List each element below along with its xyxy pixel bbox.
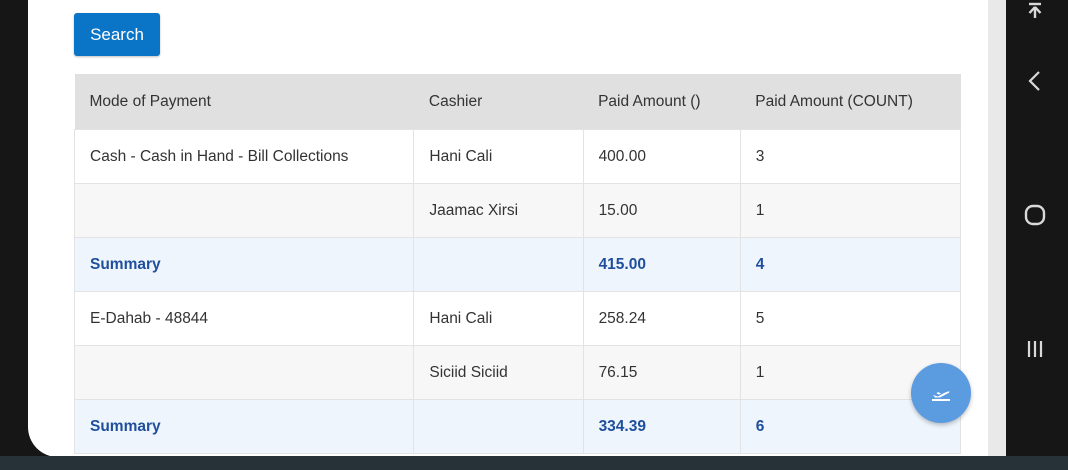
header-mode-of-payment[interactable]: Mode of Payment — [74, 74, 414, 130]
cell-cashier — [413, 237, 584, 292]
cell-amount: 400.00 — [582, 129, 741, 184]
table-row: Siciid Siciid 76.15 1 — [73, 345, 962, 400]
header-paid-count[interactable]: Paid Amount (COUNT) — [740, 74, 961, 130]
table-row: Jaamac Xirsi 15.00 1 — [73, 183, 962, 238]
cell-mode — [73, 345, 415, 400]
header-paid-amount[interactable]: Paid Amount () — [583, 74, 741, 130]
cell-summary-label: Summary — [73, 237, 415, 292]
table-row: E-Dahab - 48844 Hani Cali 258.24 5 — [73, 291, 962, 346]
cell-cashier: Hani Cali — [413, 129, 584, 184]
cell-count: 5 — [739, 291, 962, 346]
table-header-row: Mode of Payment Cashier Paid Amount () P… — [74, 74, 961, 130]
cell-amount: 76.15 — [582, 345, 741, 400]
recents-icon[interactable] — [1018, 332, 1052, 366]
cell-cashier: Siciid Siciid — [413, 345, 584, 400]
cell-summary-amount: 334.39 — [582, 399, 741, 454]
cell-amount: 15.00 — [582, 183, 741, 238]
cell-count: 3 — [739, 129, 962, 184]
floating-action-button[interactable] — [911, 363, 971, 423]
cell-cashier — [413, 399, 584, 454]
header-cashier[interactable]: Cashier — [413, 74, 584, 130]
flight-takeoff-icon — [932, 391, 950, 401]
cell-mode: E-Dahab - 48844 — [73, 291, 415, 346]
cell-summary-count: 4 — [739, 237, 962, 292]
app-screen: Search Mode of Payment Cashier Paid Amou… — [28, 0, 1006, 457]
pin-top-icon[interactable] — [1018, 0, 1052, 22]
summary-row: Summary 415.00 4 — [73, 237, 962, 292]
summary-row: Summary 334.39 6 — [73, 399, 962, 454]
table-row: Cash - Cash in Hand - Bill Collections H… — [73, 129, 962, 184]
cell-cashier: Hani Cali — [413, 291, 584, 346]
cell-cashier: Jaamac Xirsi — [413, 183, 584, 238]
cell-summary-amount: 415.00 — [582, 237, 741, 292]
payment-report-table: Mode of Payment Cashier Paid Amount () P… — [73, 74, 962, 454]
cell-mode — [73, 183, 415, 238]
cell-amount: 258.24 — [582, 291, 741, 346]
cell-summary-label: Summary — [73, 399, 415, 454]
bottom-bar — [0, 456, 1068, 470]
cell-count: 1 — [739, 183, 962, 238]
back-chevron-icon[interactable] — [1018, 64, 1052, 98]
cell-mode: Cash - Cash in Hand - Bill Collections — [73, 129, 415, 184]
home-circle-icon[interactable] — [1018, 198, 1052, 232]
search-button[interactable]: Search — [74, 13, 160, 56]
screen-edge — [988, 0, 1006, 457]
